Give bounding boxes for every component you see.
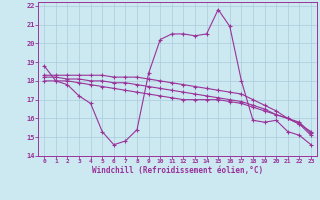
X-axis label: Windchill (Refroidissement éolien,°C): Windchill (Refroidissement éolien,°C) <box>92 166 263 175</box>
